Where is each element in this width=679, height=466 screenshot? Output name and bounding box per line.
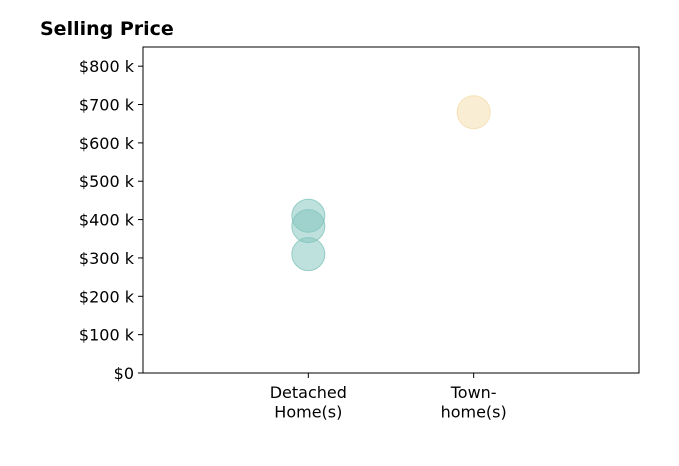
y-tick-label: $200 k — [79, 287, 135, 306]
y-tick-label: $500 k — [79, 172, 135, 191]
y-axis: $0 $100 k $200 k $300 k $400 k $500 k $600 k $7… — [79, 57, 143, 383]
data-points — [291, 95, 491, 272]
data-point — [456, 95, 491, 130]
y-tick-label: $0 — [114, 364, 134, 383]
x-tick-label: Town-home(s) — [441, 383, 507, 422]
y-tick-label: $600 k — [79, 134, 135, 153]
x-tick-label-line: Detached — [270, 383, 347, 402]
y-tick-label: $800 k — [79, 57, 135, 76]
x-tick-label-line: Home(s) — [274, 403, 342, 422]
x-tick-label-line: Town- — [450, 383, 497, 402]
y-tick-label: $700 k — [79, 96, 135, 115]
chart-title: Selling Price — [40, 18, 174, 40]
x-axis: Detached Home(s) Town-home(s) — [270, 373, 507, 422]
x-tick-label: Detached Home(s) — [270, 383, 347, 422]
plot-area — [142, 46, 640, 374]
data-point — [291, 237, 326, 272]
y-tick-label: $400 k — [79, 211, 135, 230]
y-tick-label: $300 k — [79, 249, 135, 268]
x-tick-label-line: home(s) — [441, 403, 507, 422]
y-tick-label: $100 k — [79, 326, 135, 345]
